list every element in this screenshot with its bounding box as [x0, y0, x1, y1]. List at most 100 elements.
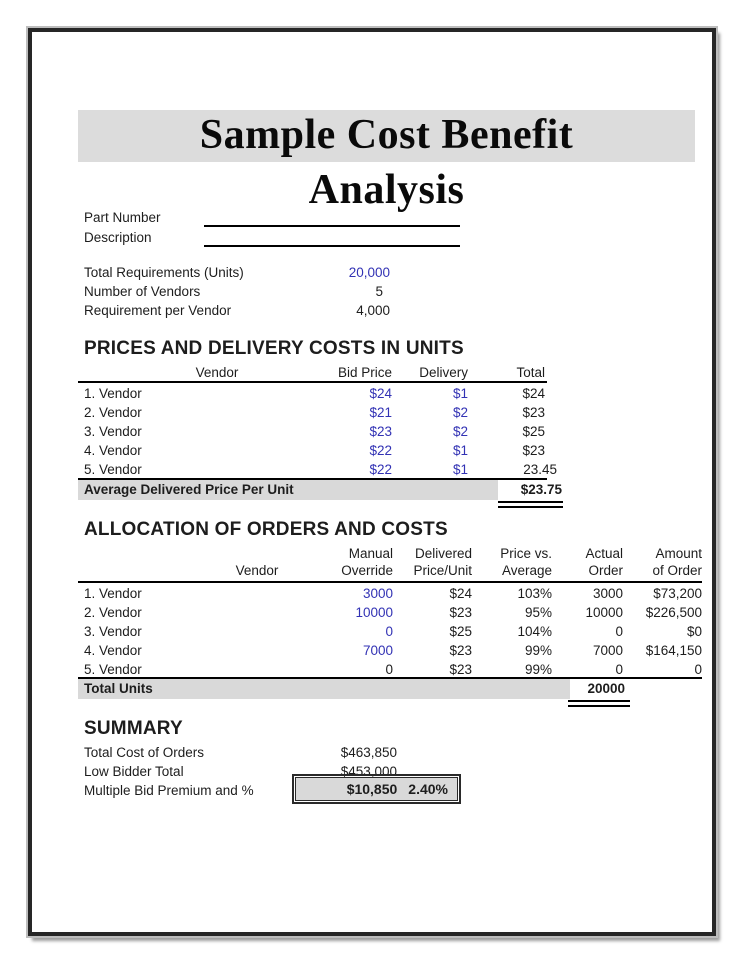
total-units-double-underline — [568, 700, 630, 707]
actual-header-2: Order — [588, 563, 623, 578]
override-cell: 3000 — [362, 586, 393, 601]
actual-order-cell: 0 — [615, 662, 623, 677]
document-title-line2: Analysis — [308, 167, 465, 213]
prices-table-row: 2. Vendor $21 $2 $23 — [78, 403, 557, 422]
total-cell: 23.45 — [523, 462, 557, 477]
allocation-table-row: 1. Vendor 3000 $24 103% 3000 $73,200 — [78, 584, 702, 603]
requirements-row: Number of Vendors — [84, 282, 200, 301]
vendor-cell: 5. Vendor — [84, 462, 142, 477]
bid-premium-label: Multiple Bid Premium and % — [84, 783, 254, 798]
actual-order-cell: 0 — [615, 624, 623, 639]
amount-cell: $164,150 — [645, 643, 702, 658]
bid-premium-value: $10,850 — [346, 781, 398, 797]
prices-table-row: 1. Vendor $24 $1 $24 — [78, 384, 557, 403]
total-cell: $23 — [522, 443, 545, 458]
average-price-label: Average Delivered Price Per Unit — [84, 482, 294, 497]
override-cell: 0 — [385, 624, 393, 639]
total-units-value: 20000 — [587, 681, 625, 696]
delivery-header: Delivery — [419, 365, 468, 380]
price-vs-header-1: Price vs. — [500, 546, 552, 561]
price-unit-cell: $23 — [449, 662, 472, 677]
description-label: Description — [84, 230, 152, 245]
bid-premium-box: $10,850 2.40% — [292, 774, 461, 804]
delivered-header-1: Delivered — [414, 546, 472, 561]
vendor-cell: 4. Vendor — [84, 643, 142, 658]
requirement-per-vendor-value: 4,000 — [356, 303, 390, 318]
amount-cell: $73,200 — [653, 586, 702, 601]
allocation-header-row-2: Override Price/Unit Average Order of Ord… — [78, 562, 702, 579]
prices-header-rule — [78, 381, 547, 383]
average-price-double-underline — [498, 501, 563, 508]
description-line — [204, 245, 460, 247]
bid-cell: $24 — [369, 386, 392, 401]
total-cost-value: $463,850 — [340, 745, 397, 760]
bid-cell: $22 — [369, 462, 392, 477]
amount-cell: 0 — [694, 662, 702, 677]
number-of-vendors-value: 5 — [375, 284, 383, 299]
vendor-cell: 1. Vendor — [84, 586, 142, 601]
requirements-row: Total Requirements (Units) — [84, 263, 244, 282]
actual-header-1: Actual — [585, 546, 623, 561]
prices-header-row: Bid Price Delivery Total — [78, 364, 557, 381]
prices-vendor-header: Vendor — [195, 365, 239, 380]
vendor-cell: 2. Vendor — [84, 405, 142, 420]
vendor-cell: 2. Vendor — [84, 605, 142, 620]
bid-premium-percent: 2.40% — [408, 781, 448, 797]
total-cell: $24 — [522, 386, 545, 401]
requirement-per-vendor-label: Requirement per Vendor — [84, 303, 232, 318]
vs-average-cell: 95% — [524, 605, 552, 620]
vendor-cell: 3. Vendor — [84, 624, 142, 639]
manual-header-2: Override — [341, 563, 393, 578]
allocation-header-row-1: Manual Delivered Price vs. Actual Amount — [78, 545, 702, 562]
total-units-row: Total Units — [78, 679, 570, 699]
amount-header-1: Amount — [655, 546, 702, 561]
delivery-cell: $1 — [452, 462, 468, 477]
override-cell: 7000 — [362, 643, 393, 658]
prices-table-row: 4. Vendor $22 $1 $23 — [78, 441, 557, 460]
delivery-cell: $1 — [452, 386, 468, 401]
total-cell: $25 — [522, 424, 545, 439]
total-requirements-value: 20,000 — [348, 265, 390, 280]
allocation-table-row: 5. Vendor 0 $23 99% 0 0 — [78, 660, 702, 679]
average-price-row: Average Delivered Price Per Unit — [78, 480, 498, 500]
allocation-section-heading: ALLOCATION OF ORDERS AND COSTS — [84, 519, 448, 540]
total-requirements-label: Total Requirements (Units) — [84, 265, 244, 280]
price-vs-header-2: Average — [501, 563, 552, 578]
price-unit-cell: $24 — [449, 586, 472, 601]
average-price-value: $23.75 — [520, 482, 562, 497]
delivered-header-2: Price/Unit — [413, 563, 472, 578]
vendor-cell: 1. Vendor — [84, 386, 142, 401]
allocation-table-row: 4. Vendor 7000 $23 99% 7000 $164,150 — [78, 641, 702, 660]
total-units-label: Total Units — [84, 681, 153, 696]
price-unit-cell: $23 — [449, 643, 472, 658]
delivery-cell: $2 — [452, 405, 468, 420]
allocation-table-row: 2. Vendor 10000 $23 95% 10000 $226,500 — [78, 603, 702, 622]
vendor-cell: 4. Vendor — [84, 443, 142, 458]
bid-cell: $22 — [369, 443, 392, 458]
bid-price-header: Bid Price — [337, 365, 392, 380]
document-title-line1: Sample Cost Benefit — [199, 112, 574, 158]
vs-average-cell: 99% — [524, 643, 552, 658]
vendor-cell: 5. Vendor — [84, 662, 142, 677]
allocation-footer-rule — [78, 677, 702, 679]
manual-header-1: Manual — [348, 546, 393, 561]
prices-footer-rule — [78, 478, 547, 480]
actual-order-cell: 10000 — [585, 605, 623, 620]
total-header: Total — [516, 365, 545, 380]
price-unit-cell: $23 — [449, 605, 472, 620]
amount-cell: $226,500 — [645, 605, 702, 620]
document-page: Sample Cost Benefit Analysis Part Number… — [28, 28, 716, 936]
bid-cell: $23 — [369, 424, 392, 439]
prices-section-heading: PRICES AND DELIVERY COSTS IN UNITS — [84, 338, 464, 359]
bid-cell: $21 — [369, 405, 392, 420]
amount-cell: $0 — [686, 624, 702, 639]
allocation-table-row: 3. Vendor 0 $25 104% 0 $0 — [78, 622, 702, 641]
vendor-cell: 3. Vendor — [84, 424, 142, 439]
prices-table-row: 3. Vendor $23 $2 $25 — [78, 422, 557, 441]
number-of-vendors-label: Number of Vendors — [84, 284, 201, 299]
total-cost-label: Total Cost of Orders — [84, 745, 205, 760]
actual-order-cell: 3000 — [592, 586, 623, 601]
allocation-header-rule — [78, 581, 702, 583]
amount-header-2: of Order — [652, 563, 702, 578]
part-number-label: Part Number — [84, 210, 161, 225]
